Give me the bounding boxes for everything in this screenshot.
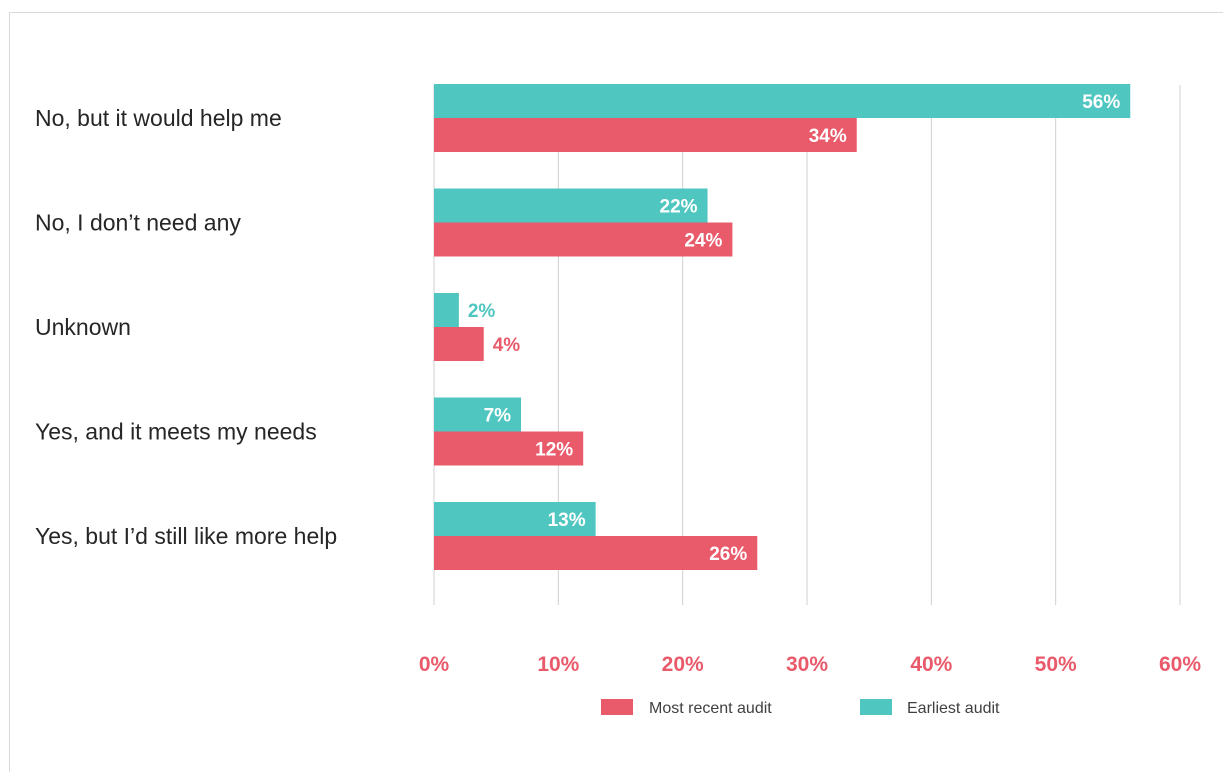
data-label-most-recent-audit-unknown: 4% [493, 335, 521, 356]
bar-earliest-audit-no-but-it-would-help-me [434, 84, 1131, 118]
x-tick-label-60: 60% [1159, 653, 1201, 676]
data-label-earliest-audit-unknown: 2% [468, 301, 496, 322]
data-labels: 56% 34% 22% 24% 2% 4% 7% 12% 13% 26% [468, 92, 1121, 565]
data-label-earliest-audit-no-i-don-t-need-any: 22% [660, 197, 698, 218]
category-label-no-but-it-would-help-me: No, but it would help me [35, 105, 282, 131]
x-tick-label-30: 30% [786, 653, 828, 676]
bars [434, 84, 1131, 570]
data-label-most-recent-audit-no-i-don-t-need-any: 24% [684, 231, 722, 252]
x-tick-label-20: 20% [662, 653, 704, 676]
legend-swatch-earliest-audit [860, 699, 892, 715]
x-axis-tick-labels: 0% 10% 20% 30% 40% 50% 60% [419, 653, 1202, 676]
legend-swatch-most-recent-audit [601, 699, 633, 715]
data-label-earliest-audit-no-but-it-would-help-me: 56% [1082, 92, 1120, 113]
bar-most-recent-audit-no-i-don-t-need-any [434, 222, 733, 257]
data-label-most-recent-audit-yes-and-it-meets-my-needs: 12% [535, 440, 573, 461]
category-label-yes-but-i-d-still-like-more-help: Yes, but I’d still like more help [35, 523, 337, 549]
data-label-earliest-audit-yes-and-it-meets-my-needs: 7% [484, 406, 512, 427]
x-tick-label-10: 10% [537, 653, 579, 676]
bar-most-recent-audit-no-but-it-would-help-me [434, 118, 857, 152]
x-tick-label-50: 50% [1035, 653, 1077, 676]
legend-label-earliest-audit: Earliest audit [907, 700, 1000, 717]
x-tick-label-0: 0% [419, 653, 450, 676]
data-label-most-recent-audit-yes-but-i-d-still-like-more-help: 26% [709, 544, 747, 565]
bar-earliest-audit-yes-but-i-d-still-like-more-help [434, 502, 596, 536]
bar-earliest-audit-yes-and-it-meets-my-needs [434, 397, 522, 432]
x-tick-label-40: 40% [910, 653, 952, 676]
bar-earliest-audit-no-i-don-t-need-any [434, 188, 708, 223]
category-label-no-i-don-t-need-any: No, I don’t need any [35, 210, 241, 236]
data-label-most-recent-audit-no-but-it-would-help-me: 34% [809, 126, 847, 147]
category-labels: No, but it would help me No, I don’t need… [35, 105, 337, 549]
bar-most-recent-audit-yes-and-it-meets-my-needs [434, 431, 584, 466]
bar-most-recent-audit-yes-but-i-d-still-like-more-help [434, 536, 758, 570]
data-label-earliest-audit-yes-but-i-d-still-like-more-help: 13% [548, 510, 586, 531]
legend: Most recent audit Earliest audit [601, 699, 1000, 717]
legend-label-most-recent-audit: Most recent audit [649, 700, 772, 717]
bar-earliest-audit-unknown [434, 293, 459, 327]
chart-frame [9, 12, 1223, 772]
category-label-unknown: Unknown [35, 314, 131, 340]
category-label-yes-and-it-meets-my-needs: Yes, and it meets my needs [35, 419, 317, 445]
bar-most-recent-audit-unknown [434, 327, 484, 361]
